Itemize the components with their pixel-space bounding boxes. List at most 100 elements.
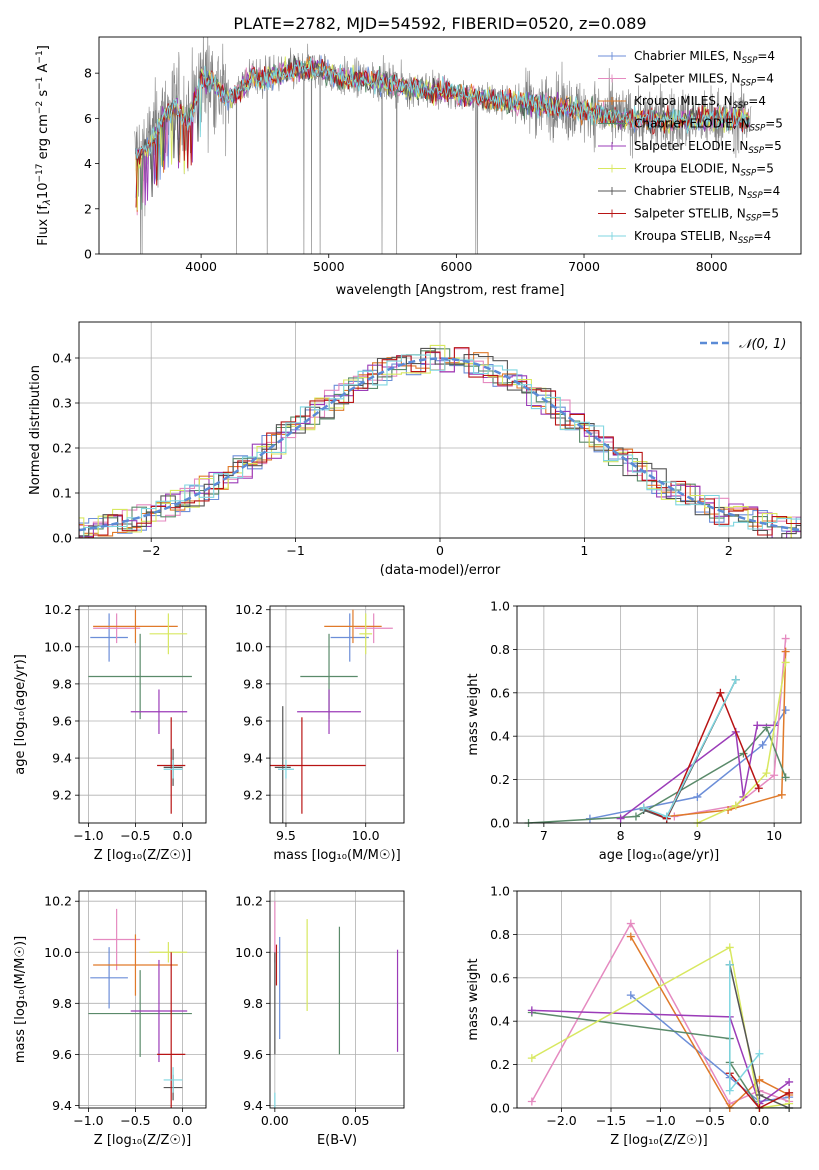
y-tick-label: 1.0 (490, 884, 510, 899)
axes-frame (516, 605, 802, 824)
y-tick-label: 9.8 (243, 676, 263, 691)
y-tick-label: 10.0 (235, 639, 263, 654)
y-tick-label: 10.0 (44, 639, 72, 654)
weight-point-marker (758, 740, 767, 749)
legend-label: Kroupa ELODIE, NSSP=5 (634, 162, 774, 179)
legend-label: Chabrier ELODIE, NSSP=5 (634, 117, 783, 134)
y-tick-label: 9.8 (52, 676, 72, 691)
y-tick-label: 10.2 (235, 602, 263, 617)
y-tick-label: 0.0 (490, 816, 510, 831)
y-tick-label: 0.2 (490, 1057, 510, 1072)
weight-point-marker (626, 991, 635, 1000)
x-tick-label: 10 (766, 828, 782, 843)
x-tick-label: 5000 (313, 259, 345, 274)
weight-point-marker (527, 1054, 536, 1063)
y-tick-label: 0.8 (490, 927, 510, 942)
weight-series-line (674, 638, 787, 818)
weight-point-marker (770, 771, 779, 780)
weight-point-marker (781, 706, 790, 715)
weight-point-marker (777, 790, 786, 799)
legend-label: Kroupa STELIB, NSSP=4 (634, 229, 771, 246)
x-axis-label: Z [log₁₀(Z/Z☉)] (610, 1133, 707, 1148)
y-axis-label: Flux [fλ10−17 erg cm−2 s−1 A−1] (35, 45, 53, 246)
legend-label: Chabrier STELIB, NSSP=4 (634, 184, 780, 201)
x-tick-label: −2 (142, 543, 160, 558)
y-tick-label: 0.1 (52, 486, 72, 501)
x-tick-label: 7000 (568, 259, 600, 274)
axes-mass_vs_ebv: 0.00 0.05 9.4 9.6 9.8 10.0 10.2 (235, 891, 404, 1128)
weight-point-marker (785, 1088, 794, 1097)
y-axis-label: mass [log₁₀(M/M☉)] (13, 936, 28, 1063)
weight-point-marker (781, 647, 790, 656)
weight-point-marker (716, 688, 725, 697)
weight-point-marker (781, 634, 790, 643)
axes-weight_vs_Z: −2.0 −1.5 −1.0 −0.5 0.0 0.0 0.2 0.4 0.6 0.8 1.0 (490, 884, 801, 1128)
weight-series-line (666, 651, 787, 818)
y-tick-label: 0.0 (490, 1101, 510, 1116)
x-tick-label: 9.5 (276, 828, 296, 843)
y-tick-label: 0.6 (490, 970, 510, 985)
y-tick-label: 10.0 (44, 945, 72, 960)
x-tick-label: 0.05 (342, 1113, 370, 1128)
weight-point-marker (754, 784, 763, 793)
weight-point-marker (731, 675, 740, 684)
histogram-step (79, 344, 801, 538)
weight-series-line (643, 679, 737, 818)
weight-point-marker (616, 814, 625, 823)
weight-point-marker (785, 1077, 794, 1086)
axes-mass_vs_Z: −1.0 −0.5 0.0 9.4 9.6 9.8 10.0 10.2 (44, 891, 206, 1128)
weight-point-marker (725, 1086, 734, 1095)
axes-frame (269, 890, 405, 1109)
axes-age_vs_mass: 9.5 10.0 9.2 9.4 9.6 9.8 10.0 10.2 (235, 602, 404, 843)
axes-age_vs_Z: −1.0 −0.5 0.0 9.2 9.4 9.6 9.8 10.0 10.2 (44, 602, 206, 843)
legend-label: Kroupa MILES, NSSP=4 (634, 94, 766, 111)
histogram-step (79, 347, 801, 538)
weight-point-marker (755, 1090, 764, 1099)
y-tick-label: 9.6 (243, 713, 263, 728)
spectrum-model-line (135, 58, 750, 159)
weight-point-marker (527, 1006, 536, 1015)
x-tick-label: −1 (286, 543, 304, 558)
x-tick-label: 6000 (440, 259, 472, 274)
legend-label: Salpeter MILES, NSSP=4 (634, 72, 774, 89)
weight-series-line (729, 1072, 790, 1108)
x-tick-label: 9 (693, 828, 701, 843)
x-tick-label: −1.0 (73, 828, 103, 843)
weight-point-marker (725, 960, 734, 969)
x-axis-label: (data-model)/error (380, 563, 501, 578)
x-tick-label: 0.0 (173, 1113, 193, 1128)
y-tick-label: 0.4 (490, 1014, 510, 1029)
axes-residuals: −2 −1 0 1 2 0.0 0.1 0.2 0.3 0.4 (52, 322, 801, 558)
x-axis-label: E(B-V) (317, 1133, 357, 1148)
weight-point-marker (753, 721, 762, 730)
y-tick-label: 4 (84, 156, 92, 171)
weight-point-marker (631, 812, 640, 821)
weight-point-marker (762, 769, 771, 778)
axes-spectrum: 4000 5000 6000 7000 8000 0 2 4 6 8 (84, 66, 728, 274)
y-tick-label: 6 (84, 111, 92, 126)
y-tick-label: 1.0 (490, 599, 510, 614)
y-tick-label: 9.4 (52, 1098, 72, 1113)
y-tick-label: 9.4 (243, 751, 263, 766)
x-tick-label: 0.00 (261, 1113, 289, 1128)
x-tick-label: 0.0 (173, 828, 193, 843)
y-tick-label: 10.0 (235, 945, 263, 960)
y-axis-label: age [log₁₀(age/yr)] (13, 654, 28, 775)
weight-series-line (531, 1009, 790, 1105)
y-tick-label: 9.6 (52, 1047, 72, 1062)
weight-point-marker (639, 803, 648, 812)
x-tick-label: −0.5 (120, 828, 150, 843)
x-axis-label: mass [log₁₀(M/M☉)] (273, 848, 400, 863)
x-tick-label: 2 (725, 543, 733, 558)
histogram-step (79, 352, 801, 538)
y-tick-label: 2 (84, 201, 92, 216)
x-tick-label: 8000 (696, 259, 728, 274)
y-tick-label: 9.8 (52, 996, 72, 1011)
y-axis-label: mass weight (466, 958, 481, 1040)
histogram-step (79, 347, 801, 538)
y-tick-label: 10.2 (44, 894, 72, 909)
x-axis-label: wavelength [Angstrom, rest frame] (336, 283, 565, 298)
weight-point-marker (626, 932, 635, 941)
y-tick-label: 0.8 (490, 642, 510, 657)
